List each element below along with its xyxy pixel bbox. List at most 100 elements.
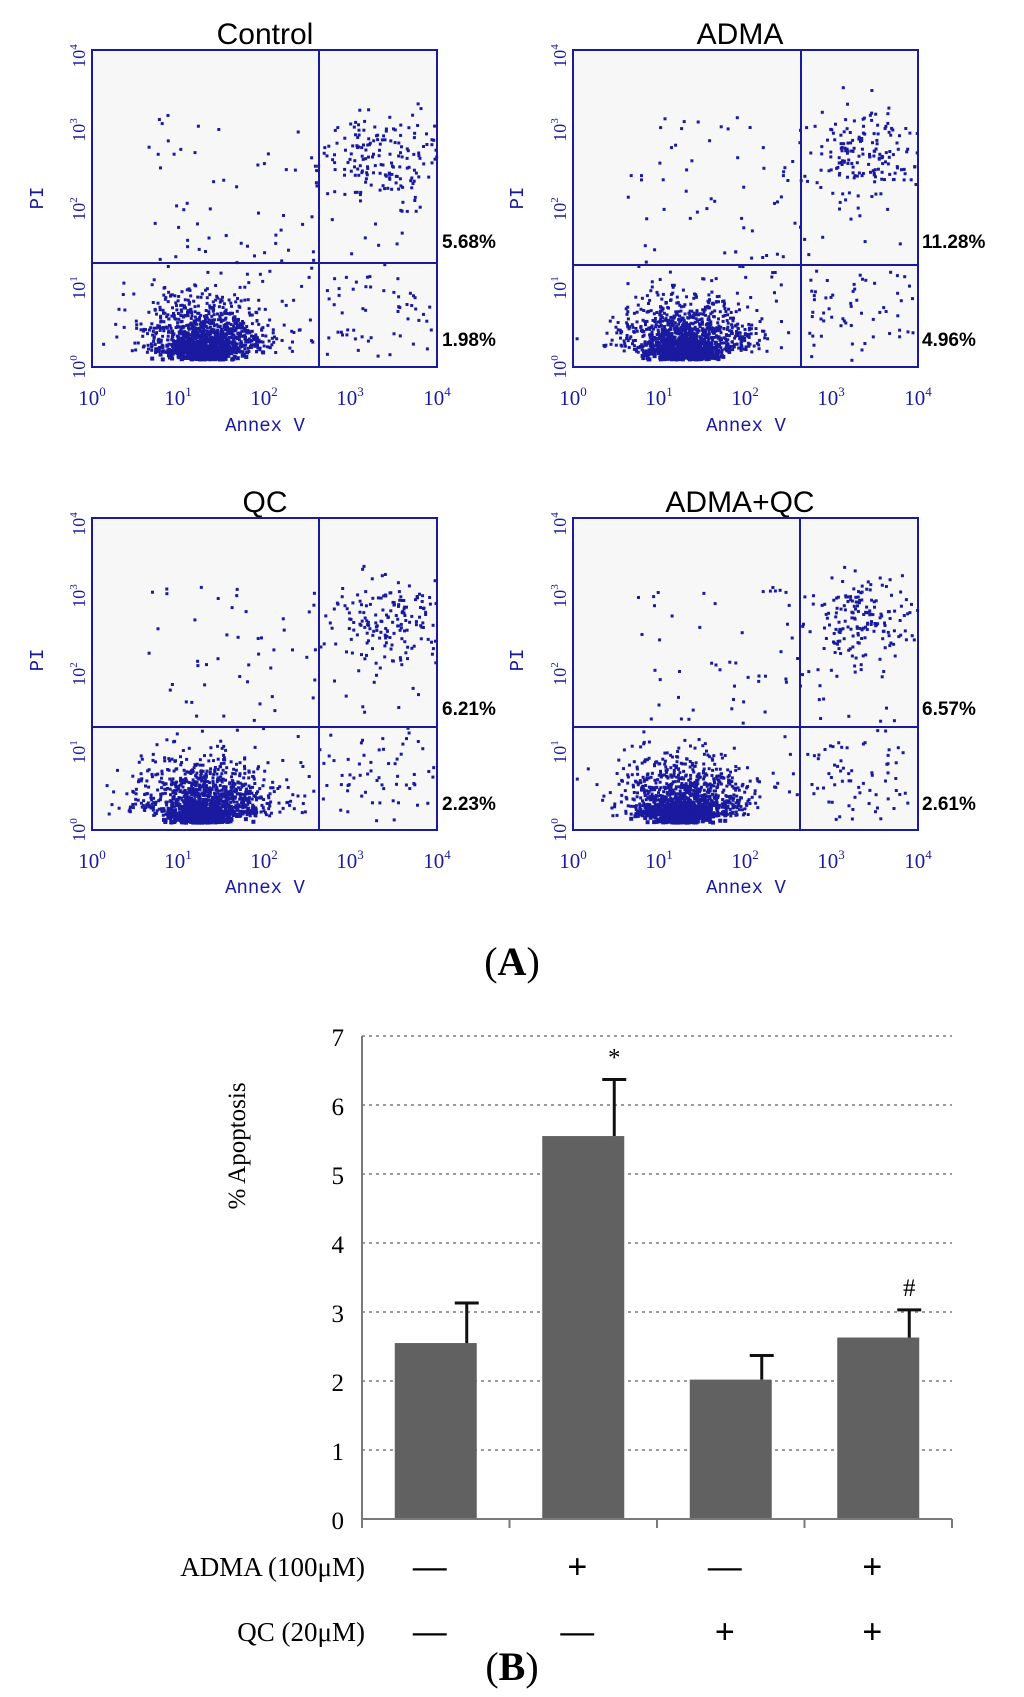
event-dot xyxy=(172,332,175,336)
event-dot xyxy=(685,339,689,343)
event-dot xyxy=(707,315,711,319)
facs-plot-qc: QC 6.21% 2.23% 100 101 102 103 104 Annex… xyxy=(27,486,496,899)
event-dot xyxy=(366,620,370,624)
event-dot xyxy=(137,778,141,782)
event-dot xyxy=(210,318,214,322)
event-dot xyxy=(762,329,766,333)
event-dot xyxy=(312,789,316,793)
event-dot xyxy=(704,333,708,337)
event-dot xyxy=(654,344,658,348)
event-dot xyxy=(227,790,230,794)
event-dot xyxy=(243,767,247,771)
event-dot xyxy=(679,305,683,309)
event-dot xyxy=(184,314,188,318)
event-dot xyxy=(888,332,892,335)
event-dot xyxy=(181,749,185,752)
event-dot xyxy=(668,336,673,341)
event-dot xyxy=(251,785,255,789)
event-dot xyxy=(689,321,693,325)
event-dot xyxy=(739,341,743,345)
event-dot xyxy=(197,816,202,821)
event-dot xyxy=(356,136,360,139)
event-dot xyxy=(741,265,745,269)
event-dot xyxy=(353,190,357,194)
event-dot xyxy=(150,356,155,361)
event-dot xyxy=(208,325,212,329)
event-dot xyxy=(168,759,172,763)
event-dot xyxy=(640,345,644,349)
event-dot xyxy=(715,326,719,330)
event-dot xyxy=(384,641,388,645)
event-dot xyxy=(406,317,410,321)
event-dot xyxy=(200,292,204,296)
event-dot xyxy=(367,137,371,141)
event-dot xyxy=(192,766,196,770)
event-dot xyxy=(147,804,151,808)
event-dot xyxy=(369,769,373,773)
event-dot xyxy=(348,157,352,161)
event-dot xyxy=(271,780,275,784)
event-dot xyxy=(700,328,704,332)
event-dot xyxy=(169,820,174,824)
event-dot xyxy=(240,785,244,789)
event-dot xyxy=(383,633,387,637)
event-dot xyxy=(175,812,180,817)
event-dot xyxy=(241,796,245,800)
event-dot xyxy=(242,776,246,780)
event-dot xyxy=(677,337,681,341)
event-dot xyxy=(182,208,186,212)
event-dot xyxy=(224,809,229,814)
event-dot xyxy=(683,312,687,316)
event-dot xyxy=(189,344,194,349)
event-dot xyxy=(670,321,674,325)
event-dot xyxy=(837,156,841,160)
event-dot xyxy=(213,820,218,825)
x-tick-labels: 100 101 102 103 104 xyxy=(78,384,451,410)
event-dot xyxy=(177,354,182,359)
event-dot xyxy=(829,127,833,131)
event-dot xyxy=(232,782,236,786)
event-dot xyxy=(888,150,892,153)
event-dot xyxy=(688,337,692,342)
event-dot xyxy=(179,314,183,318)
event-dot xyxy=(389,647,393,651)
event-dot xyxy=(803,174,807,178)
event-dot xyxy=(205,799,209,803)
event-dot xyxy=(354,120,358,124)
event-dot xyxy=(382,787,386,791)
event-dot xyxy=(677,348,682,353)
event-dot xyxy=(397,603,401,607)
event-dot xyxy=(689,346,694,351)
event-dot xyxy=(734,250,738,254)
event-dot xyxy=(370,577,374,581)
event-dot xyxy=(145,350,149,354)
event-dot xyxy=(883,127,887,130)
event-dot xyxy=(702,341,706,346)
event-dot xyxy=(913,165,917,169)
event-dot xyxy=(281,759,285,762)
event-dot xyxy=(348,773,352,777)
event-dot xyxy=(650,330,654,334)
event-dot xyxy=(398,165,402,169)
event-dot xyxy=(274,241,278,245)
event-dot xyxy=(203,785,207,789)
event-dot xyxy=(172,152,176,156)
event-dot xyxy=(171,777,175,781)
event-dot xyxy=(159,326,163,330)
event-dot xyxy=(689,777,693,781)
event-dot xyxy=(231,779,235,783)
event-dot xyxy=(190,784,194,788)
event-dot xyxy=(375,779,379,782)
event-dot xyxy=(406,657,409,661)
event-dot xyxy=(426,637,430,641)
event-dot xyxy=(675,331,679,335)
event-dot xyxy=(242,803,246,807)
event-dot xyxy=(839,161,843,164)
event-dot xyxy=(186,798,190,802)
event-dot xyxy=(887,130,891,134)
event-dot xyxy=(149,793,153,797)
event-dot xyxy=(235,587,239,591)
event-dot xyxy=(862,124,865,128)
event-dot xyxy=(358,773,362,777)
event-dot xyxy=(372,680,376,684)
